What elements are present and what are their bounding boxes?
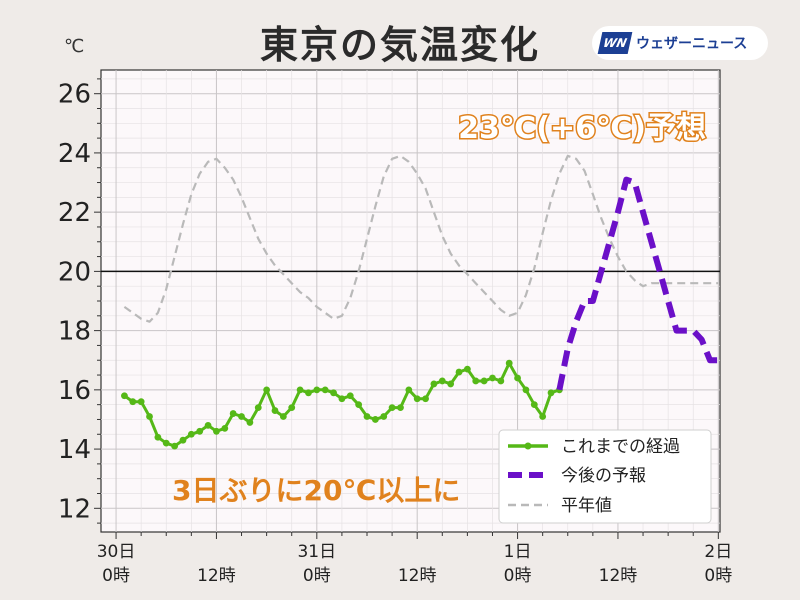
observed-point <box>321 386 329 394</box>
legend-marker-observed <box>524 442 532 450</box>
observed-point <box>547 389 555 397</box>
observed-point <box>438 377 446 385</box>
observed-point <box>179 436 187 444</box>
observed-point <box>539 413 547 420</box>
legend: これまでの経過 今後の予報 平年値 <box>498 429 712 524</box>
observed-point <box>422 395 429 403</box>
observed-point <box>355 401 363 409</box>
x-tick-date-label: 31日 <box>297 542 336 562</box>
observed-point <box>121 392 128 400</box>
observed-point <box>137 398 145 406</box>
y-tick-label: 20 <box>58 257 91 287</box>
observed-point <box>238 413 245 420</box>
observed-point <box>213 427 220 435</box>
series-layer <box>121 154 719 450</box>
x-tick-hour-label: 12時 <box>398 566 437 586</box>
observed-point <box>229 410 237 417</box>
observed-point <box>313 386 321 394</box>
brand-name: ウェザーニュース <box>636 36 748 52</box>
observed-point <box>514 374 521 382</box>
summary-annotation: 3日ぶりに20℃以上に <box>172 474 460 507</box>
chart-title: 東京の気温変化 <box>259 23 540 67</box>
y-tick-label: 18 <box>58 317 91 347</box>
observed-point <box>530 401 538 409</box>
observed-point <box>371 416 379 423</box>
y-tick-label: 12 <box>58 494 91 524</box>
observed-point <box>279 413 287 420</box>
observed-point <box>463 365 471 373</box>
observed-point <box>430 380 438 388</box>
observed-point <box>162 439 170 447</box>
legend-label-observed: これまでの経過 <box>561 437 680 457</box>
x-tick-hour-label: 12時 <box>197 566 236 586</box>
x-tick-hour-label: 12時 <box>599 566 638 586</box>
observed-point <box>447 380 455 388</box>
y-tick-label: 24 <box>58 139 91 169</box>
observed-point <box>363 413 371 420</box>
y-tick-label: 16 <box>58 376 91 406</box>
legend-label-normal: 平年値 <box>561 496 612 516</box>
observed-point <box>338 395 346 403</box>
forecast-annotation: 23℃(+6℃)予想 <box>458 111 706 146</box>
series-line-forecast <box>556 176 719 391</box>
observed-point <box>271 407 279 414</box>
y-tick-label: 22 <box>58 198 91 228</box>
observed-point <box>254 404 262 412</box>
x-tick-hour-label: 0時 <box>102 566 130 586</box>
legend-box <box>498 429 712 524</box>
observed-point <box>187 430 195 438</box>
observed-point <box>263 386 271 394</box>
legend-label-forecast: 今後の予報 <box>561 466 646 486</box>
y-axis-ticks: 12 14 16 18 20 22 24 26 <box>58 78 101 524</box>
observed-point <box>489 374 496 382</box>
observed-point <box>480 377 488 385</box>
x-axis-ticks: 30日 0時 12時 31日 0時 12時 1日 0時 12時 2日 0時 <box>97 532 732 586</box>
observed-point <box>288 404 296 412</box>
observed-point <box>246 419 254 426</box>
observed-point <box>330 389 337 397</box>
observed-point <box>497 377 505 385</box>
observed-point <box>196 427 204 435</box>
observed-point <box>380 413 388 420</box>
observed-point <box>522 386 530 394</box>
x-tick-hour-label: 0時 <box>704 566 732 586</box>
observed-point <box>397 404 404 412</box>
observed-point <box>413 395 421 403</box>
y-unit-label: ℃ <box>64 36 85 57</box>
x-tick-date-label: 30日 <box>97 542 136 562</box>
observed-point <box>305 389 312 397</box>
y-tick-label: 14 <box>58 435 91 465</box>
observed-point <box>204 421 212 429</box>
observed-point <box>129 398 137 406</box>
x-tick-hour-label: 0時 <box>303 566 331 586</box>
observed-point <box>171 442 179 450</box>
observed-point <box>405 386 413 394</box>
x-tick-date-label: 2日 <box>704 542 732 562</box>
observed-point <box>346 392 354 400</box>
y-tick-label: 26 <box>58 80 91 110</box>
observed-point <box>146 413 153 420</box>
observed-point <box>472 377 480 385</box>
observed-point <box>505 359 513 367</box>
observed-point <box>388 404 396 412</box>
observed-point <box>154 433 162 441</box>
x-tick-hour-label: 0時 <box>504 566 532 586</box>
x-tick-date-label: 1日 <box>504 542 532 562</box>
observed-point <box>296 386 304 394</box>
observed-point <box>221 424 229 432</box>
brand-badge: WN ウェザーニュース <box>592 26 768 60</box>
series-line-normal <box>123 154 719 323</box>
observed-point <box>455 368 463 376</box>
